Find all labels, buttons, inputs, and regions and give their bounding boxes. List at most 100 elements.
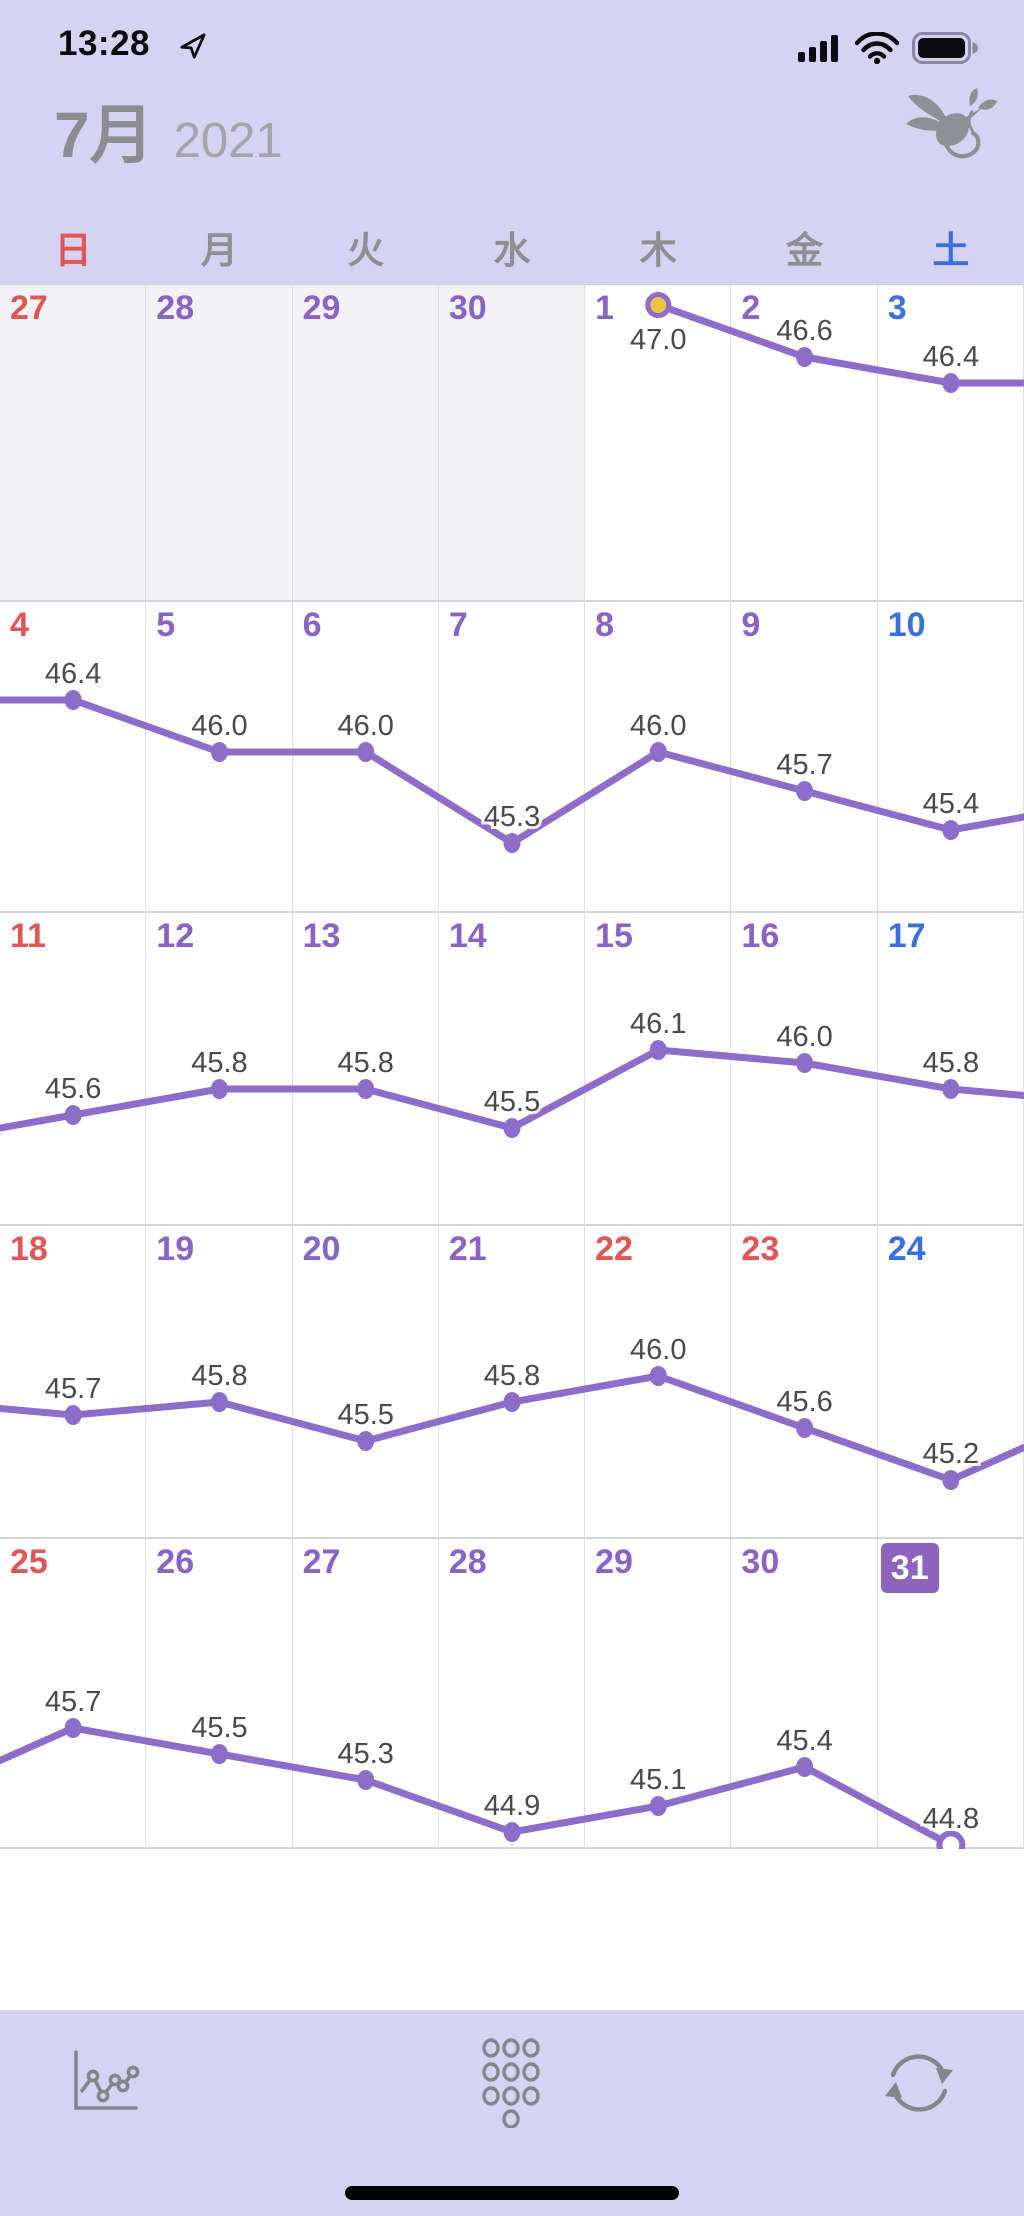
- day-number: 18: [10, 1230, 48, 1268]
- header: 13:28: [0, 0, 1024, 284]
- day-number: 8: [595, 606, 615, 644]
- weekday-label-2: 火: [347, 230, 385, 271]
- calendar-cell-17[interactable]: 17: [877, 913, 1024, 1226]
- weekday-label-1: 月: [200, 230, 238, 271]
- keypad-icon: [479, 2038, 543, 2131]
- home-indicator[interactable]: [345, 2186, 679, 2200]
- day-number: 5: [156, 606, 176, 644]
- day-number: 29: [595, 1543, 633, 1581]
- day-number: 30: [741, 1543, 780, 1581]
- calendar-cell-29[interactable]: 29: [585, 1539, 732, 1849]
- day-number: 4: [10, 606, 29, 644]
- day-number: 27: [10, 289, 48, 327]
- calendar-cell-23[interactable]: 23: [731, 1226, 878, 1539]
- calendar-cell-18[interactable]: 18: [0, 1226, 147, 1539]
- day-number: 27: [302, 1543, 341, 1581]
- calendar-cell-3[interactable]: 3: [877, 285, 1024, 602]
- day-number: 12: [156, 917, 195, 955]
- day-number: 30: [448, 289, 487, 327]
- day-number: 16: [741, 917, 780, 955]
- calendar-cell-14[interactable]: 14: [438, 913, 586, 1226]
- weekday-label-0: 日: [54, 230, 92, 271]
- calendar-cell-prev-28[interactable]: 28: [146, 285, 293, 602]
- day-number: 19: [156, 1230, 195, 1268]
- day-number: 20: [302, 1230, 341, 1268]
- calendar-cell-prev-27[interactable]: 27: [0, 285, 147, 602]
- day-number: 1: [595, 289, 615, 327]
- toolbar-buttons: [0, 2038, 1024, 2131]
- bottom-toolbar: [0, 2010, 1024, 2216]
- calendar-cell-21[interactable]: 21: [438, 1226, 586, 1539]
- year-label: 2021: [173, 114, 283, 168]
- calendar-cell-4[interactable]: 4: [0, 602, 147, 913]
- day-number: 26: [156, 1543, 195, 1581]
- weekday-header-row: 日月火水木金土: [0, 228, 1024, 282]
- weekday-label-5: 金: [786, 230, 824, 271]
- weekday-label-4: 木: [639, 230, 677, 271]
- day-number: 7: [448, 606, 468, 644]
- calendar-grid: 27 28 29 30 1 2 3 4 5 6 7 8 9 10 11 12 13 14 15 16 17 18 19 20 2…: [0, 284, 1024, 1849]
- day-number: 24: [887, 1230, 926, 1268]
- calendar-cell-1[interactable]: 1: [585, 285, 732, 602]
- keypad-input-button[interactable]: [479, 2038, 543, 2131]
- calendar-cell-27[interactable]: 27: [292, 1539, 439, 1849]
- calendar-cell-13[interactable]: 13: [292, 913, 439, 1226]
- month-title: 7月: [54, 99, 154, 171]
- page-title: 7月 2021: [54, 84, 283, 176]
- day-number: 22: [595, 1230, 633, 1268]
- calendar-cell-12[interactable]: 12: [146, 913, 293, 1226]
- calendar-cell-22[interactable]: 22: [585, 1226, 732, 1539]
- calendar-cell-2[interactable]: 2: [731, 285, 878, 602]
- day-number: 9: [741, 606, 761, 644]
- calendar-cell-31[interactable]: 31: [877, 1539, 1024, 1849]
- day-number: 23: [741, 1230, 780, 1268]
- day-number: 2: [741, 289, 761, 327]
- calendar-cell-7[interactable]: 7: [438, 602, 586, 913]
- day-number: 21: [448, 1230, 487, 1268]
- calendar-cell-8[interactable]: 8: [585, 602, 732, 913]
- calendar-cell-30[interactable]: 30: [731, 1539, 878, 1849]
- calendar-cell-11[interactable]: 11: [0, 913, 147, 1226]
- calendar-cell-prev-29[interactable]: 29: [292, 285, 439, 602]
- day-number: 10: [887, 606, 926, 644]
- battery-icon: [912, 32, 978, 69]
- status-time: 13:28: [58, 24, 151, 63]
- day-number: 11: [10, 917, 46, 955]
- day-number: 25: [10, 1543, 48, 1581]
- day-number: 28: [156, 289, 195, 327]
- calendar-cell-20[interactable]: 20: [292, 1226, 439, 1539]
- calendar-cell-9[interactable]: 9: [731, 602, 878, 913]
- day-number: 17: [887, 917, 926, 955]
- day-number: 3: [887, 289, 907, 327]
- calendar-cell-5[interactable]: 5: [146, 602, 293, 913]
- calendar-cell-24[interactable]: 24: [877, 1226, 1024, 1539]
- day-number: 13: [302, 917, 341, 955]
- calendar-cell-25[interactable]: 25: [0, 1539, 147, 1849]
- calendar-cell-6[interactable]: 6: [292, 602, 439, 913]
- chart-view-button[interactable]: [66, 2050, 142, 2119]
- calendar-cell-prev-30[interactable]: 30: [438, 285, 586, 602]
- calendar-cell-26[interactable]: 26: [146, 1539, 293, 1849]
- status-icons: [796, 31, 978, 69]
- calendar-cell-16[interactable]: 16: [731, 913, 878, 1226]
- day-number: 14: [448, 917, 487, 955]
- calendar-cell-10[interactable]: 10: [877, 602, 1024, 913]
- line-chart-icon: [66, 2050, 142, 2119]
- weekday-label-3: 水: [493, 230, 531, 271]
- cellular-signal-icon: [796, 33, 842, 68]
- sync-button[interactable]: [880, 2048, 958, 2121]
- sync-refresh-icon: [880, 2054, 958, 2121]
- day-number: 6: [302, 606, 322, 644]
- day-number: 28: [448, 1543, 487, 1581]
- app-logo-hummingbird-icon: [906, 88, 998, 175]
- day-number: 15: [595, 917, 633, 955]
- location-arrow-icon: [178, 31, 208, 66]
- day-number-today-badge: 31: [880, 1543, 939, 1593]
- weekday-label-6: 土: [932, 230, 970, 271]
- wifi-icon: [854, 31, 900, 69]
- calendar-cell-28[interactable]: 28: [438, 1539, 586, 1849]
- calendar-cell-15[interactable]: 15: [585, 913, 732, 1226]
- day-number: 29: [302, 289, 341, 327]
- calendar-cell-19[interactable]: 19: [146, 1226, 293, 1539]
